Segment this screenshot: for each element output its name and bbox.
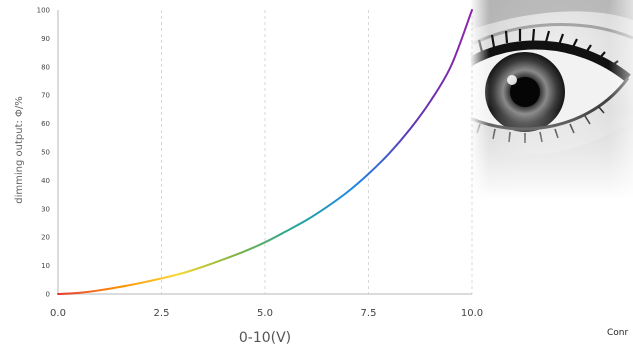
y-tick-label: 90 [41,35,50,43]
y-tick-label: 0 [46,291,50,299]
y-tick-label: 100 [37,7,50,15]
x-tick-labels: 0.0 2.5 5.0 7.5 10.0 [50,308,483,319]
x-tick-label: 7.5 [361,308,377,319]
axes [57,10,472,295]
y-tick-label: 30 [41,205,50,213]
eye-photo [470,0,633,200]
x-tick-label: 0.0 [50,308,66,319]
plot-area: 0 10 20 30 40 50 60 70 80 90 100 0.0 2.5 5.0 7.5 10.0 [37,7,484,320]
series-layer [57,9,473,295]
y-tick-labels: 0 10 20 30 40 50 60 70 80 90 100 [37,7,50,299]
y-axis-title: dimming output: Φ/% [14,96,25,204]
series-line [57,9,473,295]
x-axis-title: 0-10(V) [239,330,291,346]
y-tick-label: 60 [41,120,50,128]
y-tick-label: 40 [41,177,50,185]
x-tick-label: 10.0 [461,308,483,319]
y-tick-label: 70 [41,92,50,100]
y-tick-label: 10 [41,262,50,270]
y-tick-label: 80 [41,63,50,71]
y-tick-label: 20 [41,234,50,242]
x-tick-label: 2.5 [154,308,170,319]
grid-lines [161,10,473,294]
corner-caption: Conr [607,328,629,338]
y-tick-label: 50 [41,149,50,157]
x-tick-label: 5.0 [257,308,273,319]
